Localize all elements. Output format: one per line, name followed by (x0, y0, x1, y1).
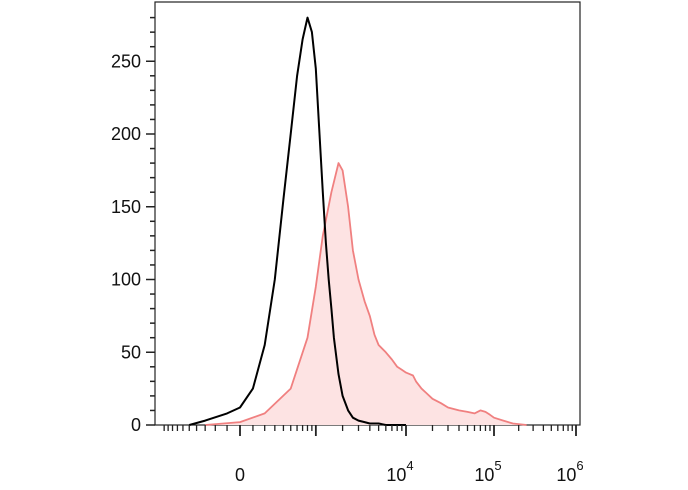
x-tick-label: 104 (386, 458, 413, 485)
y-axis: 0 50 100 150 200 250 (111, 16, 155, 435)
x-tick-label: 105 (474, 458, 501, 485)
y-tick-label: 0 (131, 415, 141, 435)
y-tick-label: 250 (111, 51, 141, 71)
y-tick-label: 150 (111, 197, 141, 217)
series-1-line (189, 16, 406, 426)
y-tick-label: 100 (111, 270, 141, 290)
series-0-outline (205, 162, 527, 426)
series-0-area (205, 163, 527, 425)
y-tick-label: 200 (111, 124, 141, 144)
y-tick-label: 50 (121, 342, 141, 362)
x-tick-label: 0 (235, 465, 245, 485)
series-layer (189, 16, 527, 426)
x-axis: 0 104 105 106 (163, 425, 584, 485)
x-tick-label: 106 (556, 458, 583, 485)
